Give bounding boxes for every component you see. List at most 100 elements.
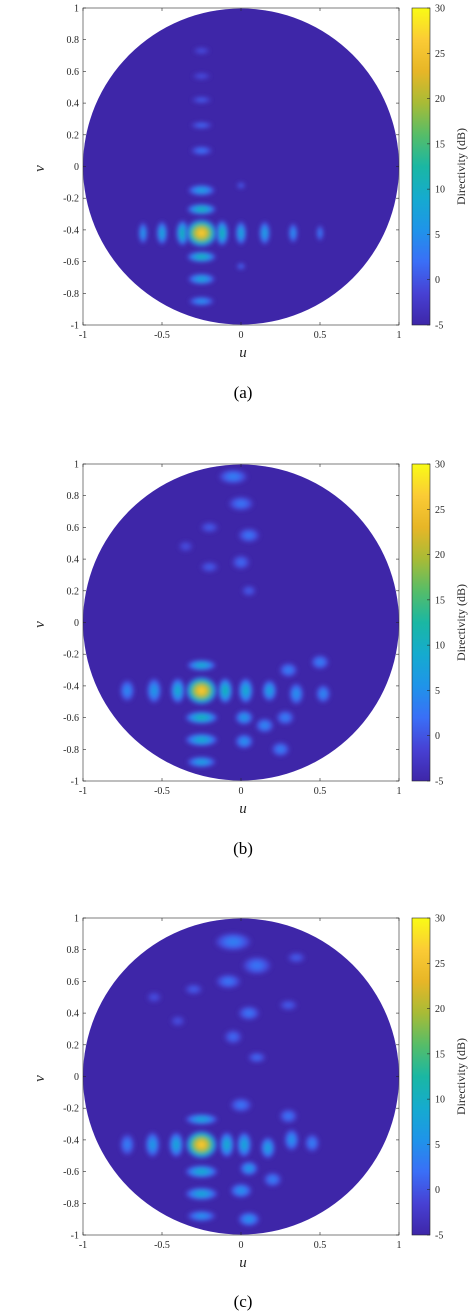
side-lobe bbox=[183, 1186, 220, 1201]
side-lobe bbox=[237, 1211, 261, 1228]
side-lobe bbox=[168, 1130, 185, 1159]
side-lobe bbox=[215, 219, 229, 247]
lobe-layer bbox=[119, 468, 332, 768]
side-lobe bbox=[185, 1210, 218, 1222]
y-tick-label: 0.6 bbox=[67, 523, 80, 534]
side-lobe bbox=[235, 220, 247, 246]
side-lobe bbox=[183, 710, 220, 725]
side-lobe bbox=[185, 203, 218, 216]
y-tick-label: -0.6 bbox=[63, 1167, 79, 1178]
y-tick-label: 0.6 bbox=[67, 977, 80, 988]
panel-caption: (a) bbox=[234, 383, 253, 402]
x-tick-label: 0 bbox=[239, 1240, 244, 1251]
side-lobe bbox=[213, 931, 253, 952]
colorbar-tick-label: 30 bbox=[435, 4, 445, 15]
side-lobe bbox=[229, 1182, 253, 1199]
x-axis-label: u bbox=[239, 801, 247, 817]
side-lobe bbox=[234, 709, 255, 726]
x-tick-label: -1 bbox=[79, 1240, 87, 1251]
colorbar-tick-label: 20 bbox=[435, 94, 445, 105]
main-beam bbox=[184, 218, 219, 248]
x-tick-label: 0.5 bbox=[314, 330, 327, 341]
y-axis-label: v bbox=[32, 621, 48, 628]
colorbar bbox=[411, 463, 431, 782]
colorbar-tick-label: 15 bbox=[435, 595, 445, 606]
x-tick-label: 1 bbox=[397, 1240, 402, 1251]
colorbar-tick-label: 10 bbox=[435, 641, 445, 652]
x-tick-label: -1 bbox=[79, 786, 87, 797]
side-lobe bbox=[138, 221, 148, 245]
y-tick-label: -0.8 bbox=[63, 745, 79, 756]
y-tick-label: 0.4 bbox=[67, 1009, 80, 1020]
colorbar bbox=[411, 7, 431, 326]
side-lobe bbox=[156, 220, 168, 246]
side-lobe bbox=[310, 654, 330, 671]
side-lobe bbox=[259, 1135, 276, 1160]
side-lobe bbox=[236, 181, 246, 190]
colorbar-tick-label: -5 bbox=[435, 777, 443, 788]
x-tick-label: 1 bbox=[397, 330, 402, 341]
side-lobe bbox=[175, 219, 190, 247]
side-lobe bbox=[183, 732, 220, 747]
colorbar-tick-label: 25 bbox=[435, 49, 445, 60]
side-lobe bbox=[169, 1015, 186, 1027]
x-tick-label: 1 bbox=[397, 786, 402, 797]
colorbar-tick-label: 20 bbox=[435, 550, 445, 561]
y-tick-label: -0.8 bbox=[63, 289, 79, 300]
panel-caption: (c) bbox=[234, 1292, 253, 1311]
uv-disk bbox=[83, 8, 399, 325]
side-lobe bbox=[288, 222, 299, 244]
side-lobe bbox=[214, 973, 243, 990]
colorbar-tick-label: -5 bbox=[435, 1231, 443, 1242]
side-lobe bbox=[119, 678, 136, 703]
uv-disk bbox=[83, 464, 399, 781]
side-lobe bbox=[316, 224, 324, 242]
y-tick-label: 0.8 bbox=[67, 491, 80, 502]
side-lobe bbox=[191, 72, 212, 81]
colorbar bbox=[411, 917, 431, 1236]
side-lobe bbox=[236, 1130, 253, 1159]
side-lobe bbox=[183, 1164, 220, 1179]
colorbar-tick-label: 30 bbox=[435, 460, 445, 471]
colorbar-tick-label: 15 bbox=[435, 139, 445, 150]
colorbar-tick-label: -5 bbox=[435, 321, 443, 332]
side-lobe bbox=[185, 756, 218, 768]
y-tick-label: -0.2 bbox=[63, 194, 79, 205]
uv-disk bbox=[83, 918, 399, 1235]
side-lobe bbox=[236, 262, 246, 271]
y-tick-label: -0.2 bbox=[63, 1104, 79, 1115]
side-lobe bbox=[239, 1160, 259, 1177]
y-tick-label: -1 bbox=[71, 321, 79, 332]
side-lobe bbox=[240, 955, 273, 976]
side-lobe bbox=[262, 1171, 283, 1188]
side-lobe bbox=[275, 709, 296, 726]
side-lobe bbox=[185, 250, 218, 263]
x-axis-label: u bbox=[239, 345, 247, 361]
colorbar-tick-label: 15 bbox=[435, 1049, 445, 1060]
x-tick-label: -1 bbox=[79, 330, 87, 341]
side-lobe bbox=[185, 659, 218, 672]
y-tick-label: 0.4 bbox=[67, 555, 80, 566]
side-lobe bbox=[227, 495, 255, 512]
side-lobe bbox=[187, 296, 216, 307]
colorbar-tick-label: 5 bbox=[435, 230, 440, 241]
side-lobe bbox=[186, 273, 217, 285]
side-lobe bbox=[304, 1133, 320, 1153]
side-lobe bbox=[192, 46, 211, 55]
side-lobe bbox=[169, 676, 186, 705]
y-tick-label: -1 bbox=[71, 1231, 79, 1242]
side-lobe bbox=[189, 145, 214, 156]
y-tick-label: 0 bbox=[74, 618, 79, 629]
colorbar-tick-label: 0 bbox=[435, 275, 440, 286]
y-tick-label: -0.8 bbox=[63, 1199, 79, 1210]
colorbar-tick-label: 30 bbox=[435, 914, 445, 925]
side-lobe bbox=[231, 554, 251, 571]
colorbar-label: Directivity (dB) bbox=[454, 1038, 468, 1115]
panel-b: -1 -0.5 0 0.5 1 1 0.8 0.6 0.4 0.2 0 -0.2 -0.4 -0.6 -0.… bbox=[32, 460, 468, 859]
side-lobe bbox=[217, 676, 234, 705]
side-lobe bbox=[258, 220, 271, 246]
y-axis-label: v bbox=[32, 165, 48, 172]
colorbar-tick-label: 0 bbox=[435, 1185, 440, 1196]
y-tick-label: 1 bbox=[74, 4, 79, 15]
